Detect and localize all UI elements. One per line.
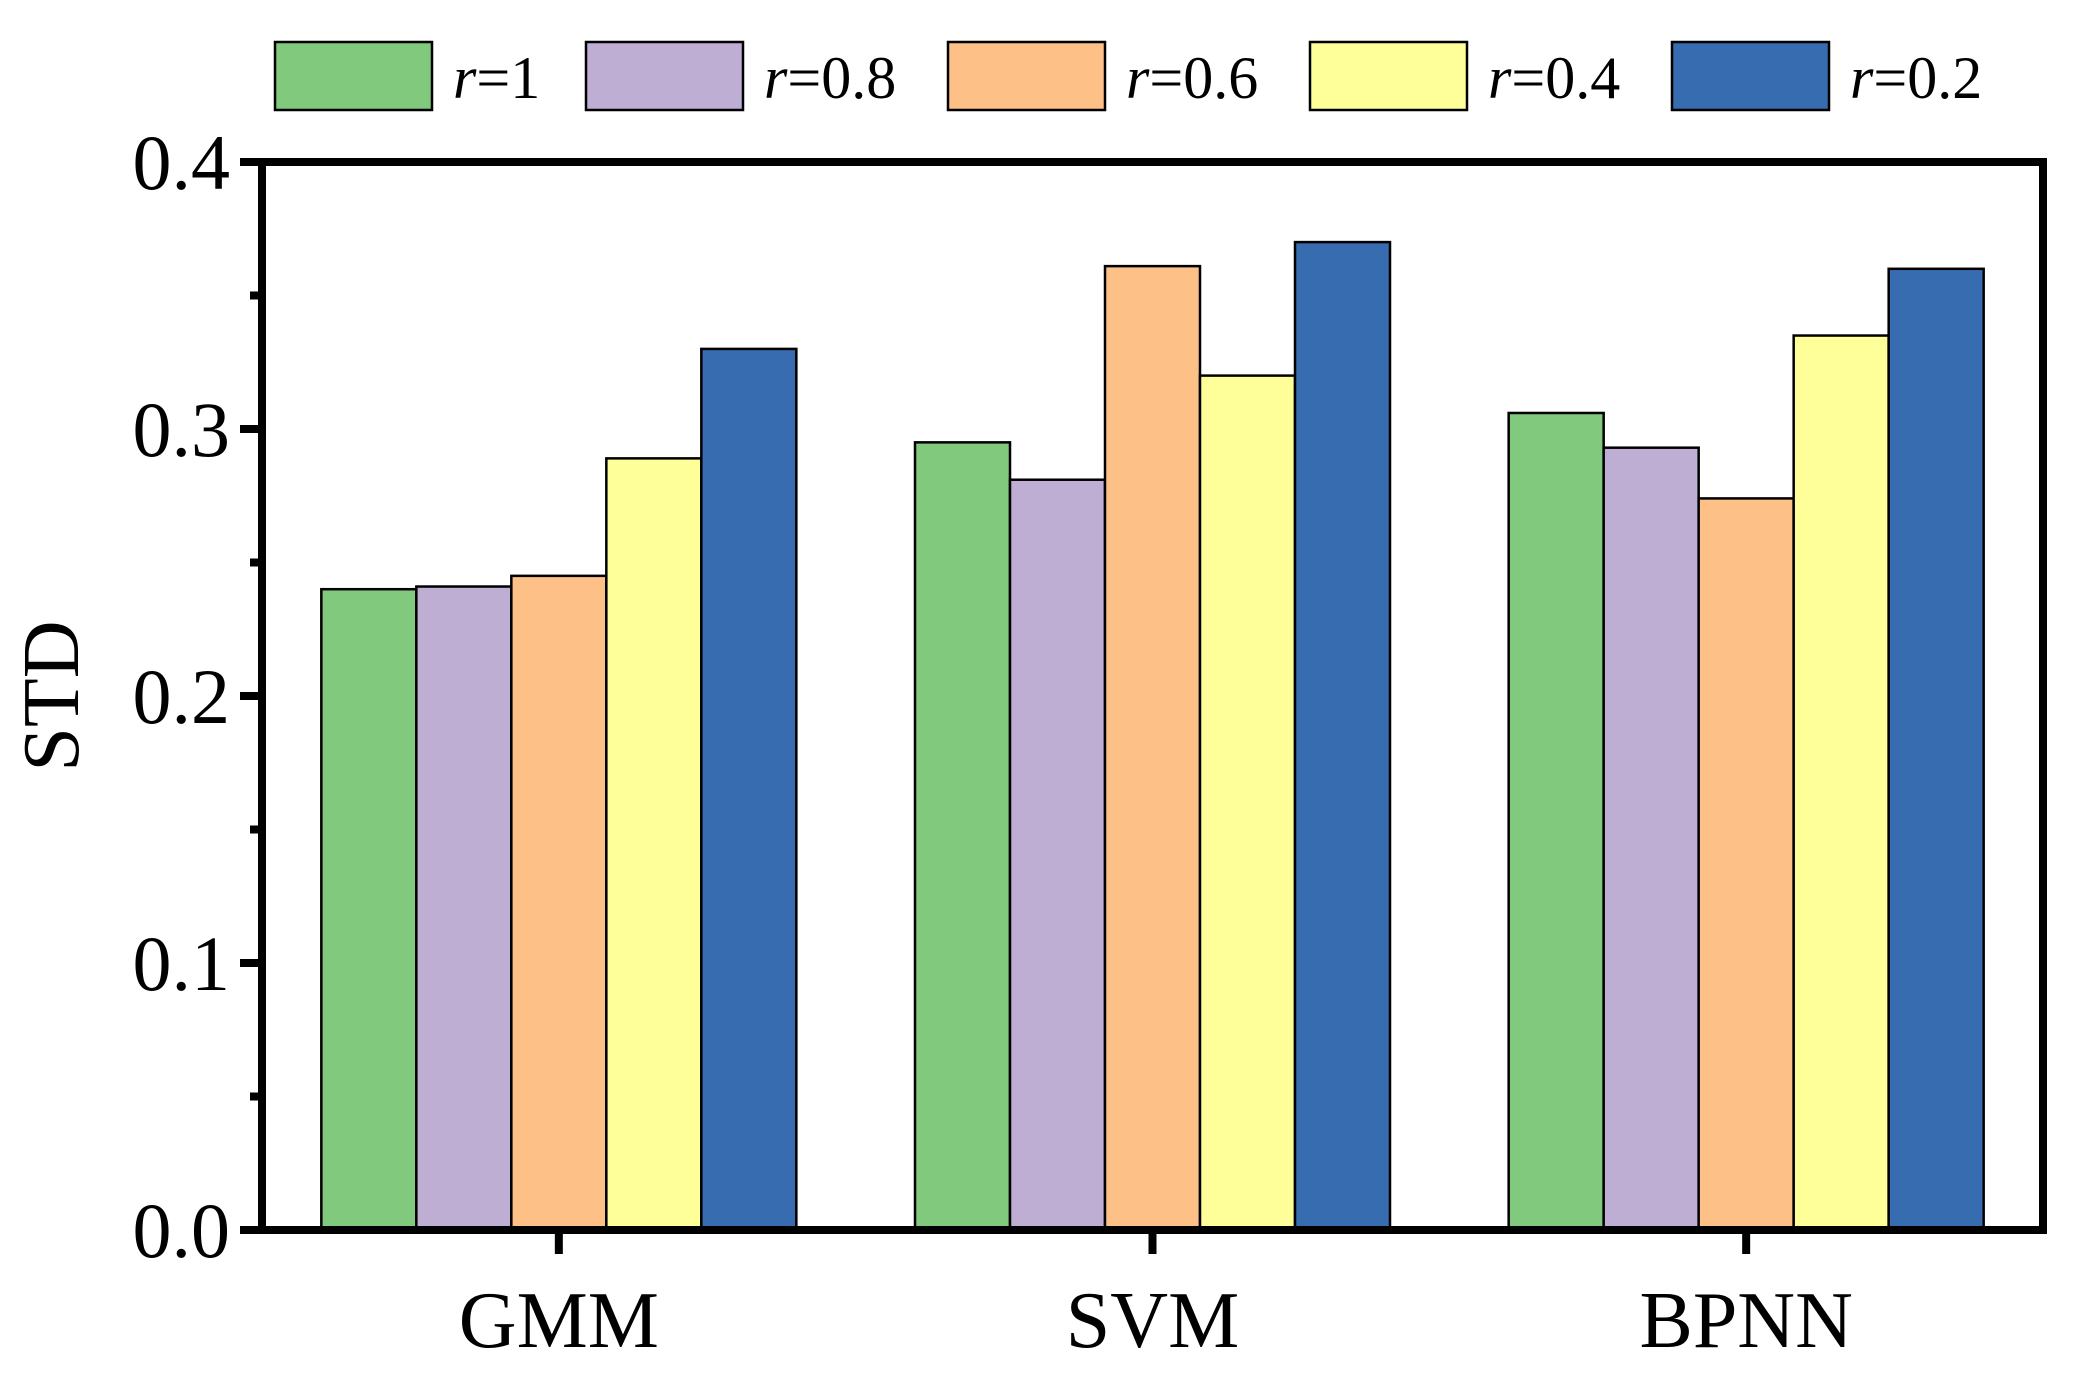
category-label-svm: SVM (1066, 1277, 1239, 1365)
legend-item-r-0-2: r=0.2 (1670, 40, 1982, 112)
bar-svm-r-0-6 (1103, 264, 1202, 1232)
y-tick-label: 0.1 (133, 920, 231, 1007)
legend-item-r-0-4: r=0.4 (1308, 40, 1620, 112)
bar-svm-r-0-4 (1198, 374, 1297, 1232)
bar-bpnn-r-0-4 (1792, 334, 1890, 1232)
legend-label: r=0.2 (1850, 45, 1982, 111)
legend-item-r-0-8: r=0.8 (584, 40, 896, 112)
bar-gmm-r-0-4 (605, 457, 703, 1232)
y-axis-label: STD (8, 620, 96, 771)
legend-label: r=0.4 (1488, 45, 1620, 111)
y-tick-label: 0.2 (133, 653, 231, 740)
legend-swatch (1308, 40, 1469, 112)
bar-gmm-r-0-8 (415, 585, 513, 1232)
legend: r=1 r=0.8 r=0.6 r=0.4 r=0.2 (273, 40, 1982, 112)
bar-bpnn-r-0-2 (1887, 267, 1985, 1232)
y-tick-label: 0.3 (133, 386, 231, 473)
bar-svm-r-1 (913, 441, 1012, 1232)
bar-bpnn-r-1 (1507, 411, 1605, 1232)
y-tick-label: 0.0 (133, 1187, 231, 1274)
bar-bpnn-r-0-8 (1602, 446, 1700, 1232)
bars (320, 240, 1985, 1232)
bar-bpnn-r-0-6 (1697, 497, 1795, 1232)
legend-swatch (584, 40, 745, 112)
legend-label: r=0.6 (1126, 45, 1258, 111)
category-label-bpnn: BPNN (1639, 1277, 1852, 1365)
bar-gmm-r-0-2 (700, 347, 798, 1232)
x-axis: GMM SVM BPNN (459, 1230, 1853, 1365)
legend-swatch (946, 40, 1107, 112)
bar-svm-r-0-8 (1008, 478, 1107, 1232)
legend-label: r=1 (453, 45, 540, 111)
category-label-gmm: GMM (459, 1277, 659, 1365)
legend-label: r=0.8 (764, 45, 896, 111)
legend-item-r-0-6: r=0.6 (946, 40, 1258, 112)
legend-swatch (1670, 40, 1831, 112)
legend-item-r-1: r=1 (273, 40, 540, 112)
y-axis: 0.0 0.1 0.2 0.3 0.4 (133, 119, 262, 1274)
bar-gmm-r-1 (320, 587, 418, 1232)
legend-swatch (273, 40, 434, 112)
bar-svm-r-0-2 (1293, 240, 1392, 1232)
bar-gmm-r-0-6 (510, 574, 608, 1232)
y-tick-label: 0.4 (133, 119, 231, 206)
